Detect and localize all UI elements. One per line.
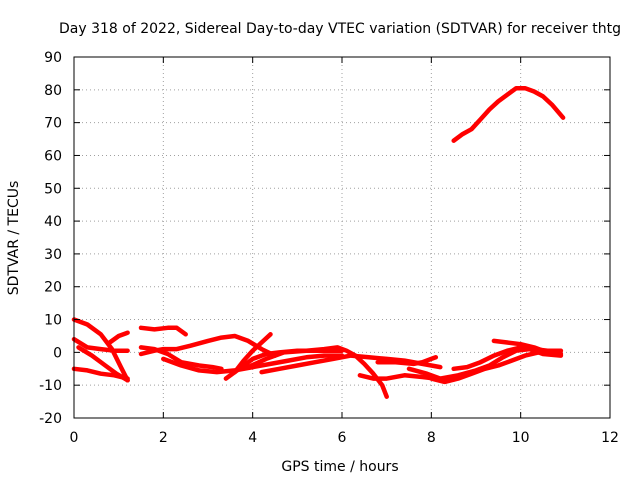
series-line-arc-1 (71, 317, 130, 383)
y-tick-label: 90 (44, 50, 62, 66)
series-line-arc-17 (429, 350, 555, 385)
series-line-arc-14 (357, 373, 439, 381)
x-axis-label: GPS time / hours (281, 459, 398, 475)
y-tick-label: 10 (44, 313, 62, 329)
series-line-arc-5 (107, 330, 130, 345)
y-tick-label: 50 (44, 181, 62, 197)
x-tick-label: 0 (70, 430, 79, 446)
series-line-arc-11 (232, 332, 273, 375)
x-tick-label: 2 (159, 430, 168, 446)
tick-labels: 0 2 4 6 8 10 12 -20 -10 0 10 20 30 40 50 60 70 80 90 (39, 50, 619, 446)
data-series (71, 85, 566, 399)
y-tick-label: -20 (39, 411, 62, 427)
series-line-arc-2 (71, 336, 130, 353)
axis-ticks (73, 56, 611, 419)
x-tick-label: 12 (601, 430, 619, 446)
y-tick-label: -10 (39, 378, 62, 394)
series-line-arc-19 (491, 338, 564, 357)
y-tick-label: 60 (44, 148, 62, 164)
series-line-arc-12 (245, 345, 389, 399)
x-tick-label: 10 (512, 430, 530, 446)
series-line-arc-20 (451, 85, 566, 143)
series-line-arc-6 (138, 325, 188, 337)
series-line-arc-15 (375, 355, 439, 367)
series-line-arc-8 (138, 333, 278, 358)
y-axis-label: SDTVAR / TECUs (6, 181, 22, 296)
y-tick-label: 0 (53, 345, 62, 361)
y-tick-label: 30 (44, 247, 62, 263)
y-tick-label: 80 (44, 83, 62, 99)
x-tick-label: 6 (338, 430, 347, 446)
x-tick-label: 4 (248, 430, 257, 446)
y-tick-label: 70 (44, 116, 62, 132)
y-tick-label: 40 (44, 214, 62, 230)
x-tick-label: 8 (427, 430, 436, 446)
y-tick-label: 20 (44, 280, 62, 296)
series-line-arc-4 (76, 345, 130, 383)
chart-title: Day 318 of 2022, Sidereal Day-to-day VTE… (59, 21, 621, 37)
